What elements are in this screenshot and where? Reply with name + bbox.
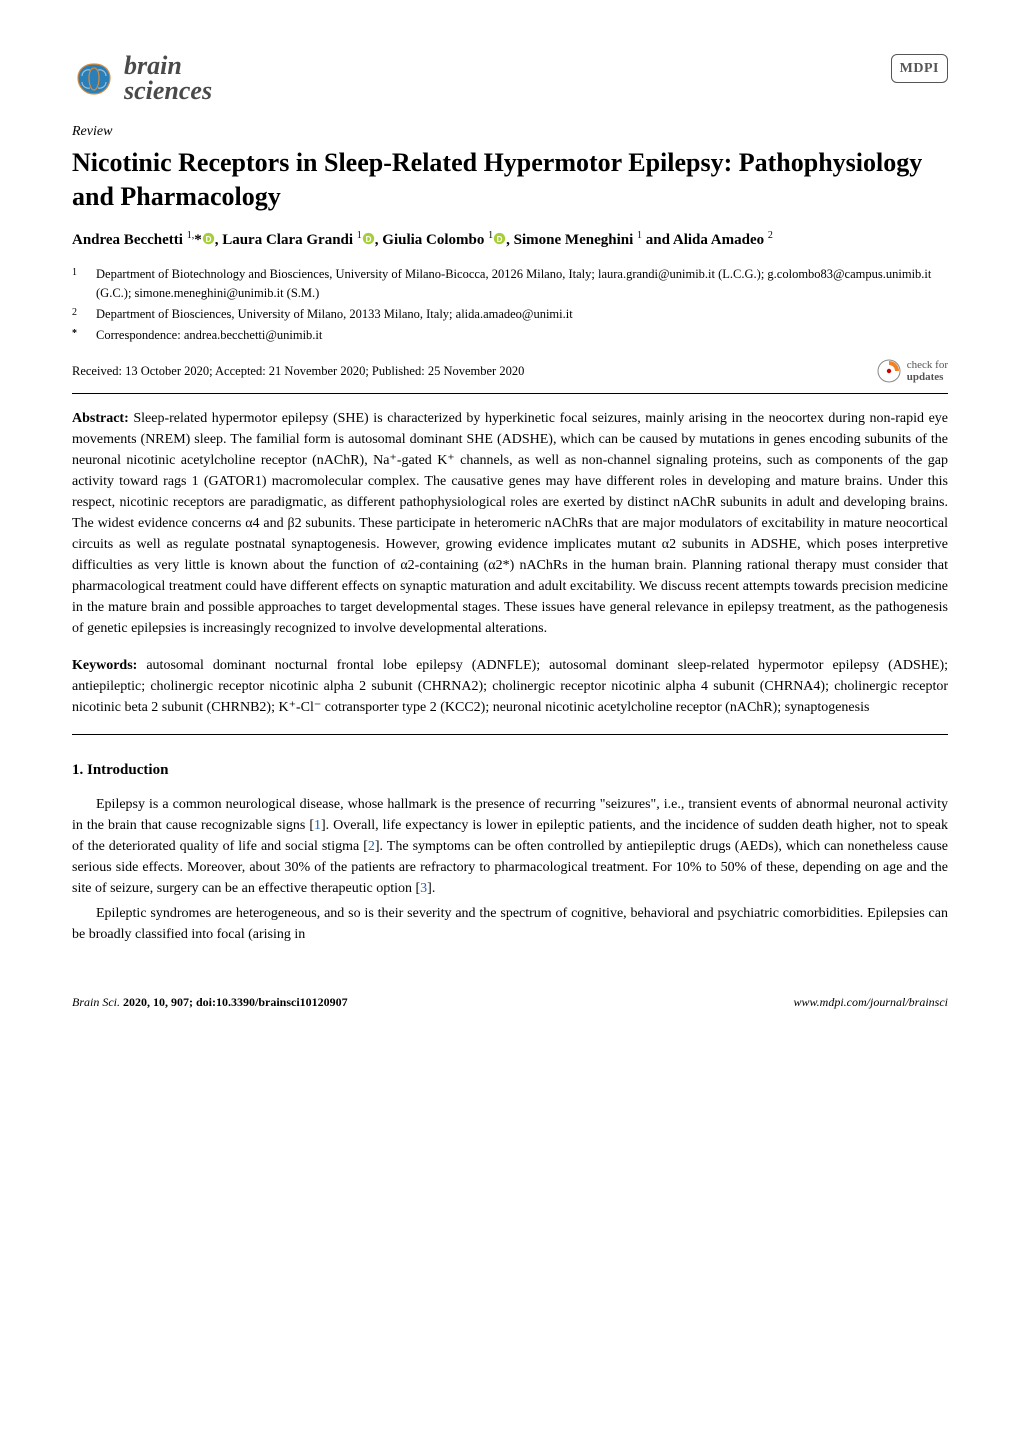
publication-dates: Received: 13 October 2020; Accepted: 21 … <box>72 362 524 381</box>
keywords-text: autosomal dominant nocturnal frontal lob… <box>72 658 948 715</box>
check-updates-badge[interactable]: check for updates <box>875 357 948 385</box>
keywords-label: Keywords: <box>72 658 137 673</box>
journal-name: brain sciences <box>124 54 212 103</box>
footer-right[interactable]: www.mdpi.com/journal/brainsci <box>794 993 948 1011</box>
svg-text:D: D <box>365 235 371 244</box>
footer-left: Brain Sci. 2020, 10, 907; doi:10.3390/br… <box>72 993 348 1011</box>
abstract-label: Abstract: <box>72 411 129 426</box>
author-1: Andrea Becchetti 1,*D, <box>72 232 222 248</box>
author-4: Simone Meneghini 1 <box>514 232 646 248</box>
affiliations: 1 Department of Biotechnology and Biosci… <box>72 265 948 345</box>
authors: Andrea Becchetti 1,*D, Laura Clara Grand… <box>72 228 948 252</box>
orcid-icon: D <box>493 232 506 245</box>
article-title: Nicotinic Receptors in Sleep-Related Hyp… <box>72 146 948 214</box>
orcid-icon: D <box>202 232 215 245</box>
header: brain sciences MDPI <box>72 54 948 103</box>
separator <box>72 393 948 394</box>
keywords: Keywords: autosomal dominant nocturnal f… <box>72 655 948 718</box>
citation[interactable]: 1 <box>314 818 321 833</box>
correspondence-text: Correspondence: andrea.becchetti@unimib.… <box>96 326 322 345</box>
abstract: Abstract: Sleep-related hypermotor epile… <box>72 408 948 639</box>
affiliation-text: Department of Biotechnology and Bioscien… <box>96 265 948 303</box>
separator <box>72 734 948 735</box>
section-heading-intro: 1. Introduction <box>72 759 948 782</box>
brain-icon <box>72 60 116 98</box>
orcid-icon: D <box>362 232 375 245</box>
citation[interactable]: 3 <box>420 881 427 896</box>
author-5: and Alida Amadeo 2 <box>646 232 773 248</box>
citation[interactable]: 2 <box>368 839 375 854</box>
body-paragraph: Epileptic syndromes are heterogeneous, a… <box>72 903 948 945</box>
dates-row: Received: 13 October 2020; Accepted: 21 … <box>72 357 948 385</box>
author-3: Giulia Colombo 1D, <box>382 232 513 248</box>
svg-text:D: D <box>497 235 503 244</box>
affiliation-row: * Correspondence: andrea.becchetti@unimi… <box>96 326 948 345</box>
journal-name-line2: sciences <box>124 79 212 104</box>
abstract-text: Sleep-related hypermotor epilepsy (SHE) … <box>72 411 948 636</box>
body-paragraph: Epilepsy is a common neurological diseas… <box>72 794 948 899</box>
affiliation-row: 2 Department of Biosciences, University … <box>96 305 948 324</box>
journal-logo: brain sciences <box>72 54 212 103</box>
publisher-logo: MDPI <box>891 54 948 83</box>
updates-icon <box>875 357 903 385</box>
affiliation-row: 1 Department of Biotechnology and Biosci… <box>96 265 948 303</box>
journal-name-line1: brain <box>124 54 212 79</box>
footer: Brain Sci. 2020, 10, 907; doi:10.3390/br… <box>72 993 948 1011</box>
affiliation-text: Department of Biosciences, University of… <box>96 305 573 324</box>
article-type: Review <box>72 121 948 142</box>
svg-text:D: D <box>205 235 211 244</box>
author-2: Laura Clara Grandi 1D, <box>222 232 382 248</box>
